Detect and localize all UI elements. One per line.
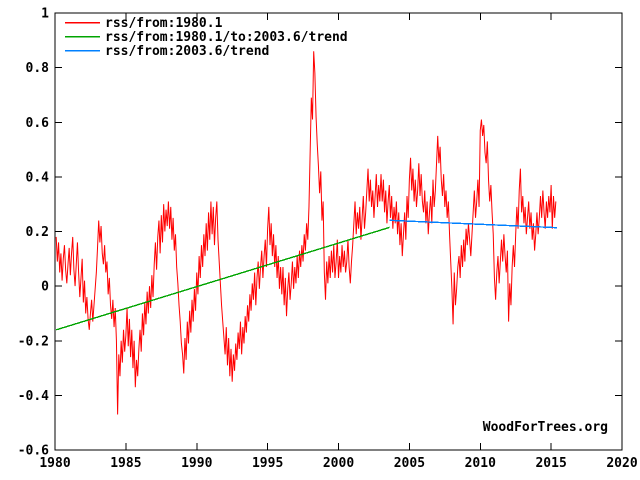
y-tick-label: 1: [41, 7, 49, 22]
x-tick-label: 1995: [252, 456, 283, 471]
x-tick-label: 1990: [181, 456, 212, 471]
plot-border: [54, 12, 623, 451]
x-tick-label: 2010: [465, 456, 496, 471]
watermark-text: WoodForTrees.org: [483, 420, 608, 435]
y-tick-label: 0.4: [26, 170, 50, 185]
y-tick-label: 0.2: [26, 225, 49, 240]
y-tick-label: -0.4: [18, 389, 49, 404]
x-tick-label: 2015: [535, 456, 566, 471]
legend-label: rss/from:2003.6/trend: [105, 44, 269, 59]
y-tick-label: 0.8: [26, 61, 50, 76]
y-tick-label: 0.6: [26, 116, 50, 131]
x-tick-label: 2000: [323, 456, 354, 471]
x-tick-label: 2005: [394, 456, 425, 471]
y-tick-label: 0: [41, 280, 49, 295]
y-tick-label: -0.2: [18, 334, 49, 349]
series-line-rss-monthly: [55, 51, 557, 415]
x-tick-label: 1980: [39, 456, 70, 471]
y-tick-label: -0.6: [18, 444, 49, 459]
x-tick-label: 1985: [110, 456, 141, 471]
series-line-series_blue: [389, 219, 558, 229]
legend-label: rss/from:1980.1: [105, 16, 223, 31]
legend-label: rss/from:1980.1/to:2003.6/trend: [105, 30, 348, 45]
x-tick-label: 2020: [606, 456, 637, 471]
series-line-series_green: [55, 226, 390, 331]
